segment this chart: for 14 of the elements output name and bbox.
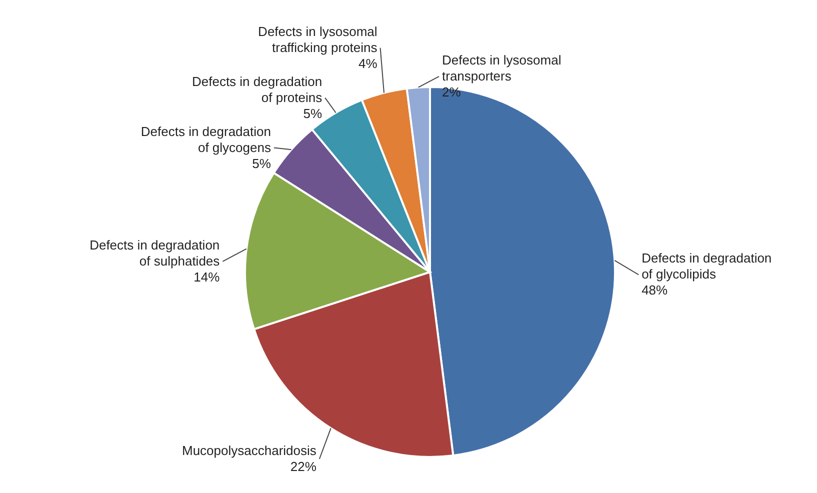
data-label: 22% (290, 459, 317, 474)
slice-label: Defects in degradation of proteins (192, 74, 323, 105)
data-label: 5% (303, 106, 323, 121)
slice-label: Defects in lysosomal trafficking proteins (258, 24, 378, 55)
slice-label: Mucopolysaccharidosis (182, 443, 317, 458)
data-label: 48% (642, 282, 668, 298)
slice-label: Defects in degradation of glycogens (140, 124, 272, 155)
data-label: 2% (442, 84, 462, 100)
slice-label: Defects in lysosomal transporters (442, 52, 562, 84)
data-label: 5% (252, 156, 272, 171)
data-label: 4% (358, 56, 378, 71)
slice-label: Defects in degradation of glycolipids (642, 250, 772, 282)
data-label: 14% (194, 269, 220, 284)
slice-label: Defects in degradation of sulphatides (90, 237, 220, 268)
